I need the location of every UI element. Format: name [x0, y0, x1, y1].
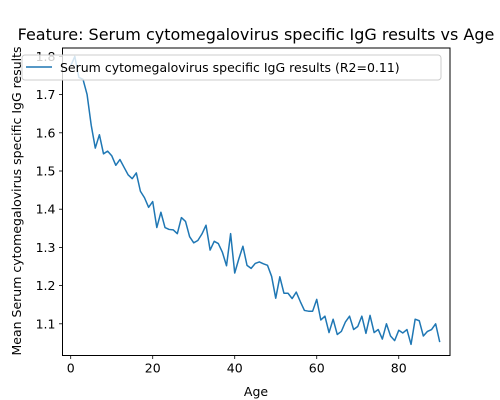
x-axis-title: Age — [244, 384, 268, 399]
y-tick-label: 1.6 — [36, 125, 56, 140]
legend-label: Serum cytomegalovirus specific IgG resul… — [60, 60, 400, 75]
y-tick-label: 1.1 — [36, 316, 56, 331]
y-tick-label: 1.7 — [36, 87, 56, 102]
chart-title: Feature: Serum cytomegalovirus specific … — [18, 25, 495, 44]
y-tick-label: 1.5 — [36, 164, 56, 179]
legend: Serum cytomegalovirus specific IgG resul… — [21, 54, 442, 81]
legend-box — [21, 54, 442, 81]
plot-frame — [62, 47, 451, 356]
y-tick-label: 1.4 — [36, 202, 56, 217]
x-tick-label: 60 — [309, 361, 325, 376]
series-layer — [70, 55, 441, 346]
series-line — [70, 55, 441, 346]
y-tick-label: 1.3 — [36, 240, 56, 255]
x-tick-label: 40 — [227, 361, 243, 376]
y-tick-label: 1.2 — [36, 278, 56, 293]
y-axis-title: Mean Serum cytomegalovirus specific IgG … — [9, 46, 24, 355]
x-tick-label: 80 — [391, 361, 407, 376]
x-tick-label: 20 — [145, 361, 161, 376]
x-tick-label: 0 — [67, 361, 75, 376]
